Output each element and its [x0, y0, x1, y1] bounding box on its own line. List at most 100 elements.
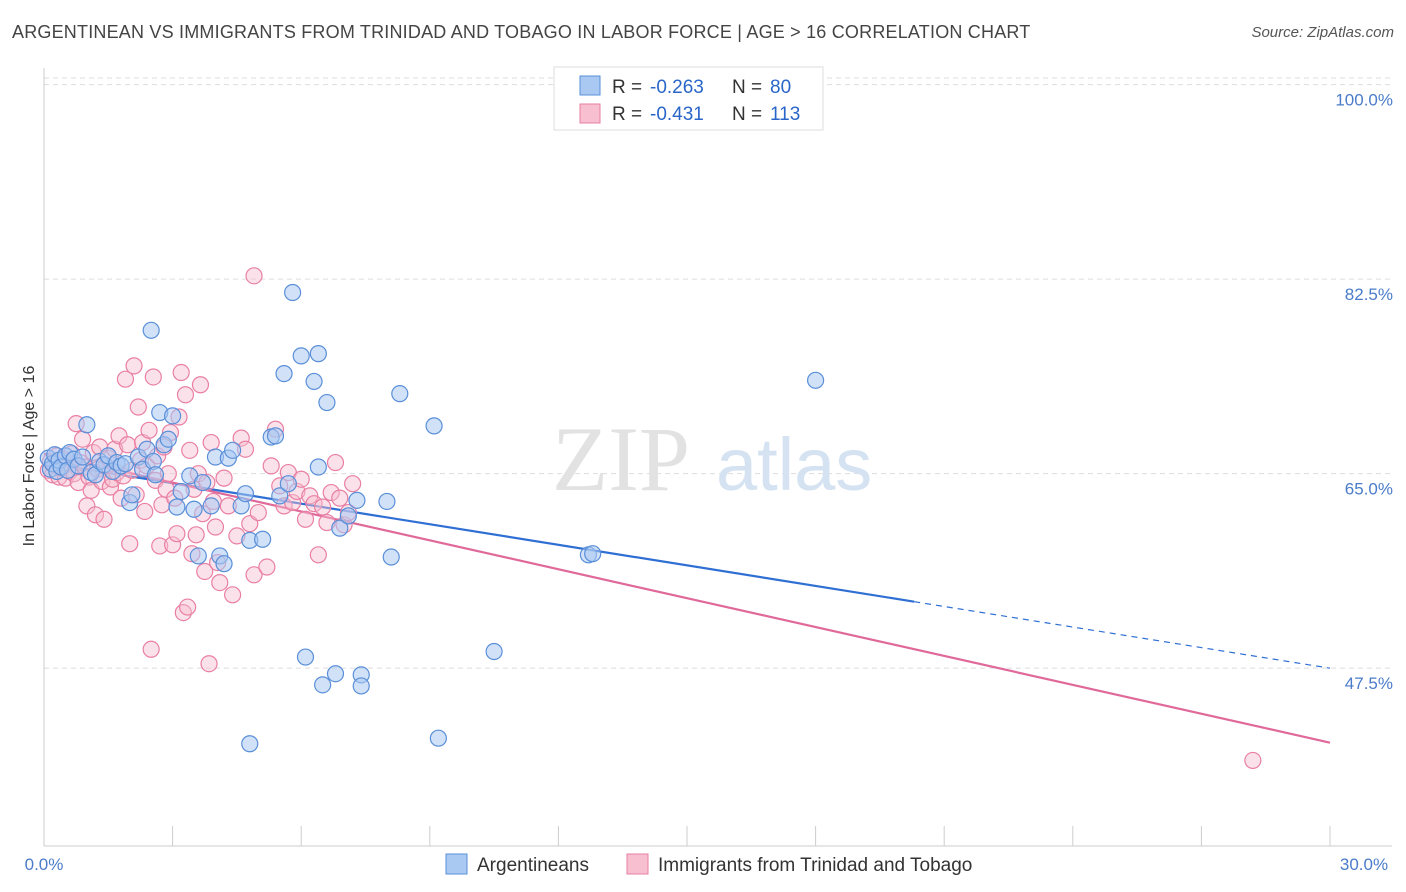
point-argentineans-13	[78, 416, 96, 434]
point-trinidad-76	[202, 433, 220, 452]
point-argentineans-62	[309, 458, 327, 476]
point-trinidad-75	[200, 655, 218, 673]
point-argentineans-78	[584, 545, 602, 563]
source-label: Source: ZipAtlas.com	[1251, 24, 1394, 41]
legend-r-value-2: -0.431	[650, 104, 704, 125]
point-trinidad-73	[196, 562, 214, 581]
points-argentineans	[39, 283, 825, 753]
point-trinidad-14	[69, 473, 87, 492]
x-tick-label-min: 0.0%	[25, 855, 64, 874]
point-argentineans-50	[241, 735, 259, 753]
watermark-atlas: atlas	[716, 423, 872, 506]
point-trinidad-69	[187, 526, 205, 544]
y-tick-label-2: 65.0%	[1345, 480, 1393, 499]
point-argentineans-24	[123, 486, 141, 504]
legend-r-label-2: R =	[612, 104, 642, 125]
point-trinidad-92	[262, 457, 280, 475]
point-trinidad-83	[224, 586, 242, 604]
point-trinidad-42	[129, 398, 147, 416]
point-argentineans-41	[202, 497, 220, 515]
legend-n-label-1: N =	[732, 77, 762, 98]
point-trinidad-80	[211, 573, 229, 592]
point-trinidad-111	[344, 475, 362, 493]
point-trinidad-26	[95, 510, 113, 528]
point-trinidad-100	[296, 510, 315, 528]
point-trinidad-22	[86, 506, 105, 524]
point-trinidad-81	[215, 469, 233, 487]
chart-title: ARGENTINEAN VS IMMIGRANTS FROM TRINIDAD …	[12, 22, 1031, 42]
point-trinidad-101	[301, 487, 319, 505]
point-trinidad-64	[176, 386, 195, 404]
point-trinidad-37	[118, 436, 137, 454]
point-argentineans-76	[485, 642, 503, 661]
point-argentineans-33	[159, 430, 177, 448]
x-tick-label-max: 30.0%	[1340, 855, 1388, 874]
grid-lines	[44, 77, 1392, 669]
bottom-legend-swatch-blue	[445, 853, 468, 875]
y-tick-labels: 100.0% 82.5% 65.0% 47.5%	[1335, 91, 1393, 694]
point-argentineans-65	[326, 665, 345, 683]
point-trinidad-16	[73, 430, 92, 448]
point-trinidad-62	[172, 363, 190, 382]
point-trinidad-45	[136, 502, 154, 521]
y-tick-label-1: 82.5%	[1345, 285, 1393, 304]
point-trinidad-104	[314, 498, 332, 516]
point-argentineans-35	[168, 498, 186, 516]
point-argentineans-71	[378, 492, 396, 511]
point-trinidad-71	[191, 376, 210, 394]
trend-lines	[43, 452, 1331, 744]
point-argentineans-39	[189, 547, 207, 565]
point-trinidad-91	[258, 558, 276, 576]
point-trinidad-89	[245, 267, 263, 285]
point-argentineans-67	[339, 507, 357, 525]
point-argentineans-36	[172, 482, 190, 501]
point-trinidad-58	[164, 536, 182, 554]
point-trinidad-48	[142, 640, 160, 658]
point-trinidad-33	[110, 427, 128, 445]
point-trinidad-18	[78, 497, 96, 515]
point-trinidad-102	[305, 495, 323, 513]
legend-swatch-pink	[579, 103, 601, 124]
x-ticks	[43, 826, 1331, 846]
points-trinidad	[39, 267, 1262, 770]
point-argentineans-68	[348, 491, 366, 509]
bottom-legend: Argentineans Immigrants from Trinidad an…	[445, 853, 972, 876]
trend-line-trinidad	[43, 452, 1331, 744]
point-argentineans-63	[314, 676, 332, 694]
point-argentineans-48	[236, 485, 255, 503]
point-trinidad-107	[326, 453, 345, 472]
point-argentineans-51	[254, 530, 272, 548]
point-trinidad-88	[245, 566, 263, 584]
legend-r-label-1: R =	[612, 77, 642, 98]
legend-r-value-1: -0.263	[650, 77, 704, 98]
point-argentineans-57	[284, 283, 302, 302]
legend: R = -0.263 N = 80 R = -0.431 N = 113	[553, 66, 824, 131]
point-argentineans-54	[271, 487, 289, 505]
point-argentineans-66	[331, 519, 349, 537]
point-argentineans-28	[142, 321, 160, 339]
point-argentineans-59	[296, 648, 315, 666]
point-trinidad-103	[309, 546, 327, 564]
watermark-zip: ZIP	[552, 408, 690, 510]
point-trinidad-106	[322, 483, 340, 502]
bottom-legend-label-trinidad: Immigrants from Trinidad and Tobago	[658, 855, 972, 876]
point-argentineans-44	[215, 555, 233, 573]
bottom-legend-label-argentineans: Argentineans	[477, 855, 589, 876]
y-tick-label-0: 100.0%	[1335, 91, 1393, 110]
legend-swatch-blue	[579, 75, 601, 96]
point-trinidad-66	[181, 441, 199, 459]
point-argentineans-55	[275, 365, 293, 383]
legend-n-value-1: 80	[770, 77, 791, 98]
point-trinidad-40	[125, 357, 143, 375]
y-axis-label: In Labor Force | Age > 16	[21, 366, 38, 547]
point-argentineans-56	[279, 475, 297, 493]
point-argentineans-34	[164, 407, 182, 425]
point-trinidad-85	[232, 429, 250, 447]
point-argentineans-60	[305, 372, 323, 391]
legend-n-label-2: N =	[732, 104, 762, 125]
point-argentineans-40	[194, 473, 212, 492]
point-trinidad-78	[206, 518, 225, 536]
point-trinidad-112	[1244, 751, 1262, 770]
point-trinidad-49	[144, 368, 162, 386]
